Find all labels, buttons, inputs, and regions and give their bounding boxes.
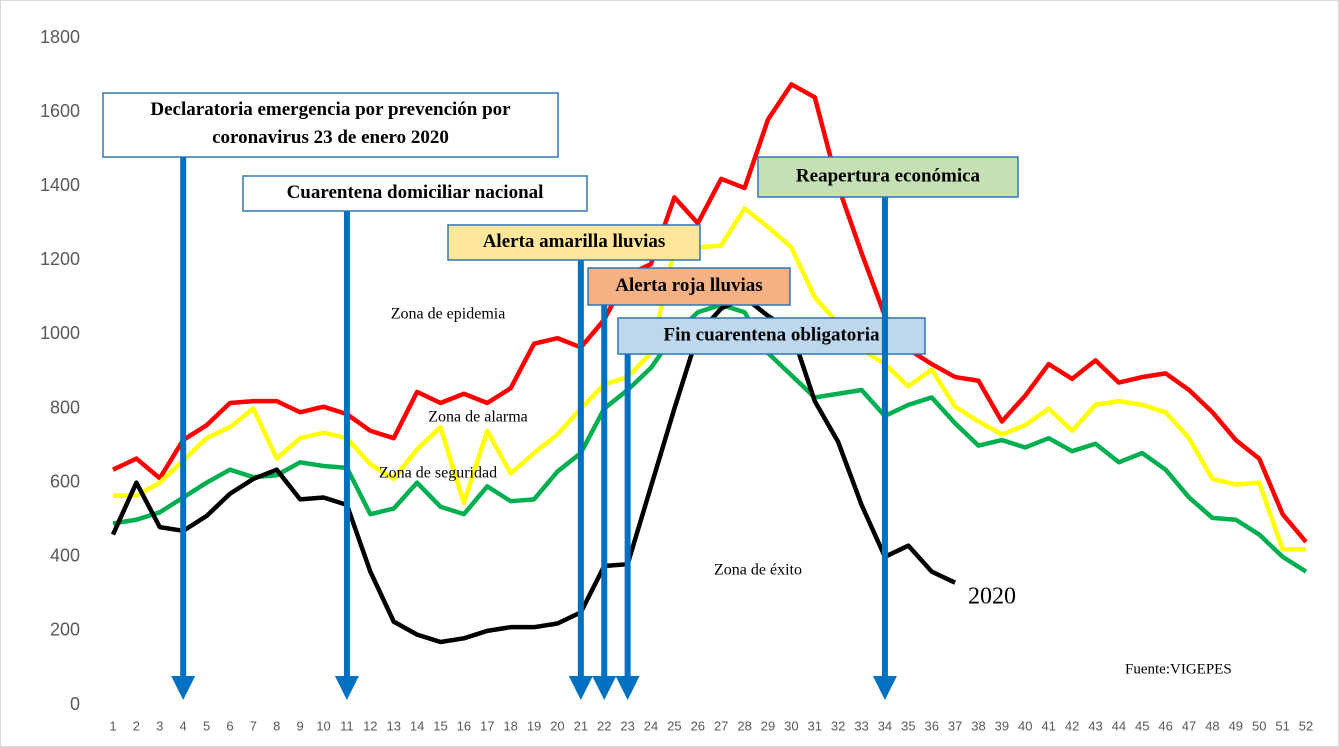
annotation-box [617,317,926,355]
x-tick-label: 4 [180,718,187,733]
x-tick-label: 22 [597,718,611,733]
series-label: Zona de éxito [714,562,802,579]
x-tick-label: 26 [691,718,705,733]
annotation-text: Cuarentena domiciliar nacional [287,182,544,203]
y-tick-label: 800 [50,397,80,417]
x-tick-label: 14 [410,718,424,733]
x-tick-label: 8 [273,718,280,733]
series-label: Zona de epidemia [391,306,506,323]
x-tick-label: 24 [644,718,658,733]
x-tick-label: 7 [250,718,257,733]
annotation-text: Alerta amarilla lluvias [483,231,666,252]
x-tick-label: 48 [1205,718,1219,733]
annotation-text: Alerta roja lluvias [615,275,762,296]
annotation-box [102,92,559,158]
x-tick-label: 43 [1088,718,1102,733]
x-tick-label: 52 [1299,718,1313,733]
x-tick-label: 46 [1158,718,1172,733]
x-tick-label: 42 [1065,718,1079,733]
x-tick-label: 36 [924,718,938,733]
series-label: Zona de alarma [428,409,528,426]
y-tick-label: 400 [50,546,80,566]
x-tick-label: 40 [1018,718,1032,733]
x-tick-label: 18 [503,718,517,733]
x-tick-label: 1 [109,718,116,733]
x-tick-label: 37 [948,718,962,733]
x-tick-label: 28 [737,718,751,733]
x-tick-label: 49 [1229,718,1243,733]
y-tick-label: 1000 [40,323,80,343]
x-tick-label: 3 [156,718,163,733]
x-tick-label: 29 [761,718,775,733]
annotation-text: Fin cuarentena obligatoria [663,324,880,345]
series-line [113,206,1306,552]
x-tick-label: 50 [1252,718,1266,733]
x-tick-label: 45 [1135,718,1149,733]
y-tick-label: 600 [50,471,80,491]
x-tick-label: 16 [457,718,471,733]
x-tick-label: 13 [386,718,400,733]
y-tick-label: 1600 [40,101,80,121]
x-tick-label: 39 [995,718,1009,733]
x-tick-label: 38 [971,718,985,733]
x-tick-label: 33 [854,718,868,733]
x-tick-label: 31 [808,718,822,733]
series-line [110,295,957,645]
x-tick-label: 2 [133,718,140,733]
x-tick-label: 17 [480,718,494,733]
annotation-box [242,175,588,212]
series-line [112,82,1308,544]
x-tick-label: 12 [363,718,377,733]
x-tick-label: 9 [297,718,304,733]
annotation-box [587,267,791,306]
x-tick-label: 23 [620,718,634,733]
x-tick-label: 41 [1041,718,1055,733]
annotation-text: Reapertura económica [796,165,981,186]
x-tick-label: 6 [226,718,233,733]
x-tick-label: 32 [831,718,845,733]
y-tick-label: 1200 [40,249,80,269]
series-line [112,302,1308,574]
x-tick-label: 35 [901,718,915,733]
annotation-text: Declaratoria emergencia por prevención p… [150,99,511,148]
x-tick-label: 47 [1182,718,1196,733]
y-tick-label: 1800 [40,27,80,47]
y-tick-label: 0 [70,694,80,714]
x-tick-label: 5 [203,718,210,733]
x-tick-label: 21 [574,718,588,733]
x-tick-label: 34 [878,718,892,733]
y-tick-label: 200 [50,620,80,640]
source: Fuente:VIGEPES [1125,661,1232,677]
x-tick-label: 27 [714,718,728,733]
x-tick-label: 15 [433,718,447,733]
x-tick-label: 20 [550,718,564,733]
x-tick-label: 10 [316,718,330,733]
annotation-box [447,224,701,261]
series-year-label: 2020 [968,584,1016,610]
x-tick-label: 19 [527,718,541,733]
x-tick-label: 44 [1112,718,1126,733]
annotation-box [757,156,1019,198]
y-tick-label: 1400 [40,175,80,195]
x-tick-label: 11 [340,718,354,733]
x-tick-label: 30 [784,718,798,733]
x-tick-label: 51 [1275,718,1289,733]
series-label: Zona de seguridad [379,465,497,482]
x-tick-label: 25 [667,718,681,733]
